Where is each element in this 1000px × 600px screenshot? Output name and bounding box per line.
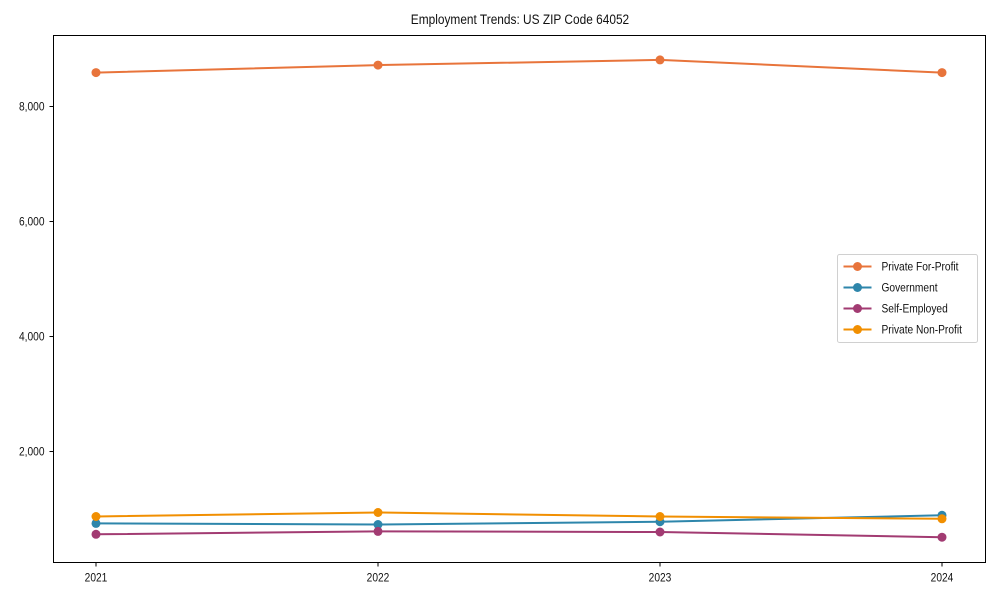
legend-marker-icon [853, 304, 862, 313]
legend-item: Private Non-Profit [843, 324, 963, 337]
y-tick-label: 4,000 [19, 331, 45, 344]
series-line [95, 514, 943, 526]
legend-label: Self-Employed [882, 303, 948, 316]
legend-marker-icon [853, 262, 862, 271]
plot-frame [53, 35, 986, 563]
data-point-marker [655, 527, 665, 537]
series-private-for-profit [91, 55, 947, 78]
x-tick-label: 2024 [931, 572, 954, 585]
legend-item: Self-Employed [843, 303, 948, 316]
legend-box [837, 254, 978, 343]
legend-item: Government [843, 282, 939, 295]
data-point-marker [655, 512, 665, 521]
x-tick-label: 2021 [85, 572, 108, 585]
series-private-non-profit [91, 508, 947, 524]
legend-marker-icon [853, 283, 862, 292]
data-point-marker [937, 514, 947, 524]
data-point-marker [937, 68, 947, 78]
x-tick-label: 2022 [367, 572, 390, 585]
series-line [95, 530, 943, 539]
legend-marker-icon [853, 325, 862, 334]
x-axis: 2021 2022 2023 2024 [85, 562, 954, 585]
data-point-marker [373, 508, 383, 517]
data-point-marker [91, 518, 101, 528]
data-point-marker [655, 55, 665, 65]
legend-item: Private For-Profit [843, 261, 960, 274]
legend-label: Private For-Profit [882, 261, 960, 274]
data-point-marker [91, 529, 101, 539]
series-line [95, 511, 943, 520]
y-tick-label: 6,000 [19, 216, 45, 229]
y-axis: 2,000 4,000 6,000 8,000 [19, 101, 54, 459]
chart-title: Employment Trends: US ZIP Code 64052 [410, 12, 630, 27]
data-point-marker [373, 60, 383, 70]
legend: Private For-Profit Government Self-Employe… [837, 254, 978, 343]
x-tick-label: 2023 [649, 572, 672, 585]
data-point-marker [937, 532, 947, 542]
series-self-employed [91, 526, 947, 542]
data-point-marker [91, 68, 101, 78]
legend-label: Private Non-Profit [882, 324, 963, 337]
data-point-marker [91, 512, 101, 521]
y-tick-label: 8,000 [19, 101, 45, 114]
data-point-marker [373, 526, 383, 536]
series-layer [91, 55, 947, 542]
data-point-marker [373, 520, 383, 529]
series-line [95, 58, 943, 74]
y-tick-label: 2,000 [19, 446, 45, 459]
legend-label: Government [882, 282, 939, 295]
